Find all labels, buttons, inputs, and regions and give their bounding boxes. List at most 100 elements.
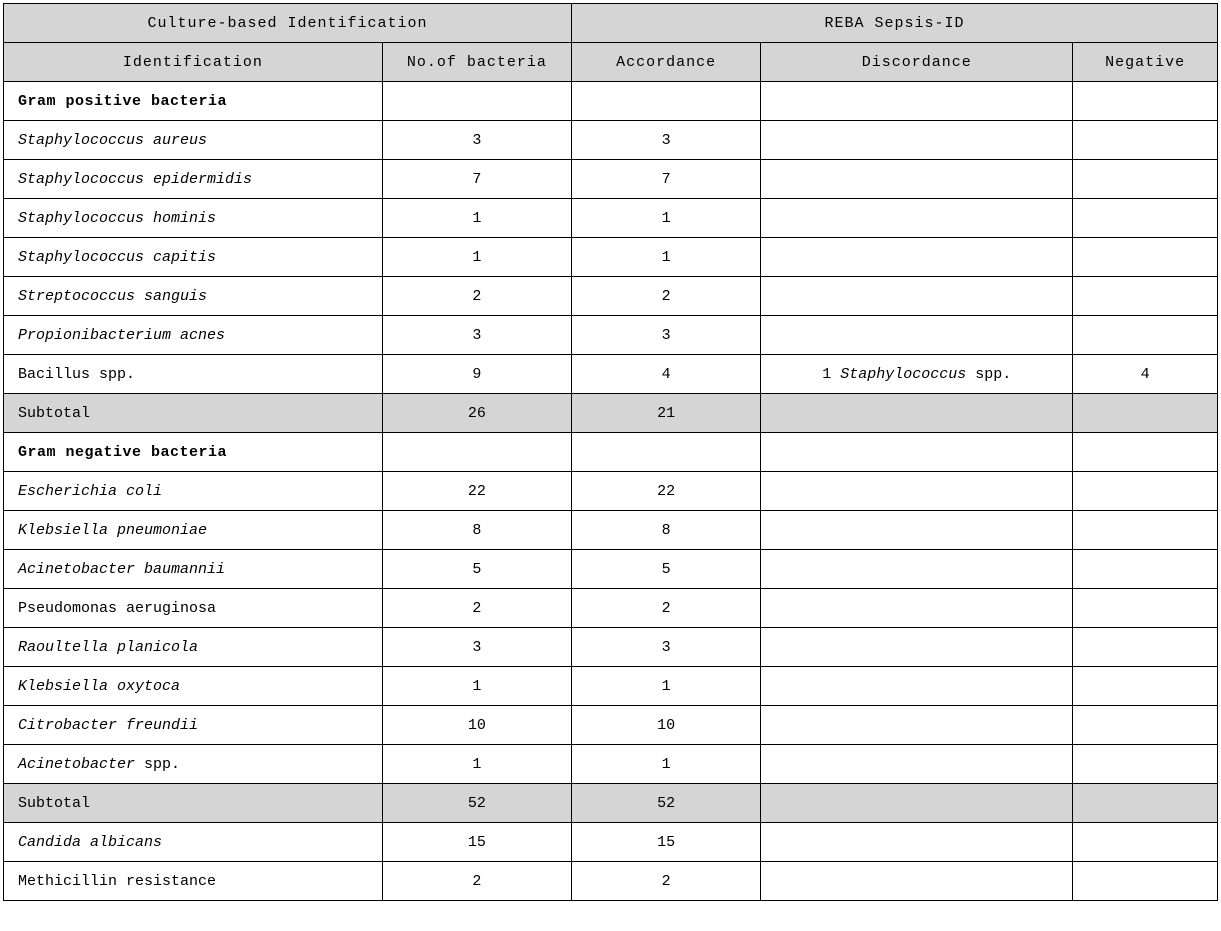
table-row: Propionibacterium acnes33: [4, 316, 1218, 355]
cell-neg: [1073, 823, 1218, 862]
cell-num: 9: [382, 355, 571, 394]
identification-cell: Acinetobacter baumannii: [4, 550, 383, 589]
subtotal-disc: [761, 784, 1073, 823]
subtotal-disc: [761, 394, 1073, 433]
header-culture-group: Culture-based Identification: [4, 4, 572, 43]
identification-cell: Staphylococcus hominis: [4, 199, 383, 238]
table-row: Bacillus spp.941 Staphylococcus spp.4: [4, 355, 1218, 394]
cell-neg: [1073, 550, 1218, 589]
table-row: Acinetobacter spp.11: [4, 745, 1218, 784]
identification-cell: Acinetobacter spp.: [4, 745, 383, 784]
cell-disc: [761, 199, 1073, 238]
cell-disc: [761, 511, 1073, 550]
subtotal-acc: 52: [572, 784, 761, 823]
cell-disc: [761, 589, 1073, 628]
cell-neg: [1073, 862, 1218, 901]
cell-acc: 8: [572, 511, 761, 550]
cell-acc: 1: [572, 745, 761, 784]
header-discordance: Discordance: [761, 43, 1073, 82]
table-row: Gram positive bacteria: [4, 82, 1218, 121]
cell-neg: [1073, 589, 1218, 628]
cell-num: 2: [382, 862, 571, 901]
identification-cell: Propionibacterium acnes: [4, 316, 383, 355]
cell-disc: [761, 745, 1073, 784]
identification-cell: Staphylococcus epidermidis: [4, 160, 383, 199]
cell-acc: 15: [572, 823, 761, 862]
table-row: Streptococcus sanguis22: [4, 277, 1218, 316]
cell-num: 7: [382, 160, 571, 199]
empty-cell: [382, 433, 571, 472]
cell-num: 1: [382, 199, 571, 238]
cell-acc: 1: [572, 667, 761, 706]
header-identification: Identification: [4, 43, 383, 82]
identification-cell: Escherichia coli: [4, 472, 383, 511]
cell-neg: [1073, 277, 1218, 316]
empty-cell: [761, 433, 1073, 472]
identification-cell: Raoultella planicola: [4, 628, 383, 667]
subtotal-acc: 21: [572, 394, 761, 433]
cell-neg: [1073, 628, 1218, 667]
cell-disc: [761, 277, 1073, 316]
cell-acc: 3: [572, 628, 761, 667]
subtotal-neg: [1073, 784, 1218, 823]
subtotal-neg: [1073, 394, 1218, 433]
cell-neg: 4: [1073, 355, 1218, 394]
identification-cell: Methicillin resistance: [4, 862, 383, 901]
cell-disc: [761, 862, 1073, 901]
cell-neg: [1073, 706, 1218, 745]
table-row: Escherichia coli2222: [4, 472, 1218, 511]
table-row: Pseudomonas aeruginosa22: [4, 589, 1218, 628]
table-row: Klebsiella pneumoniae88: [4, 511, 1218, 550]
cell-acc: 22: [572, 472, 761, 511]
table-row: Staphylococcus epidermidis77: [4, 160, 1218, 199]
empty-cell: [572, 433, 761, 472]
cell-num: 3: [382, 628, 571, 667]
table-row: Acinetobacter baumannii55: [4, 550, 1218, 589]
header-no-bacteria: No.of bacteria: [382, 43, 571, 82]
cell-disc: [761, 238, 1073, 277]
cell-disc: 1 Staphylococcus spp.: [761, 355, 1073, 394]
cell-neg: [1073, 316, 1218, 355]
table-row: Staphylococcus hominis11: [4, 199, 1218, 238]
cell-num: 3: [382, 121, 571, 160]
subtotal-num: 52: [382, 784, 571, 823]
cell-acc: 4: [572, 355, 761, 394]
identification-cell: Staphylococcus aureus: [4, 121, 383, 160]
cell-num: 5: [382, 550, 571, 589]
cell-disc: [761, 628, 1073, 667]
cell-neg: [1073, 472, 1218, 511]
section-label: Gram negative bacteria: [4, 433, 383, 472]
table-row: Gram negative bacteria: [4, 433, 1218, 472]
cell-disc: [761, 121, 1073, 160]
cell-acc: 2: [572, 277, 761, 316]
cell-disc: [761, 667, 1073, 706]
table-row: Staphylococcus aureus33: [4, 121, 1218, 160]
cell-acc: 3: [572, 121, 761, 160]
cell-num: 2: [382, 277, 571, 316]
cell-disc: [761, 550, 1073, 589]
table-body: Gram positive bacteriaStaphylococcus aur…: [4, 82, 1218, 901]
identification-cell: Klebsiella pneumoniae: [4, 511, 383, 550]
cell-acc: 2: [572, 589, 761, 628]
table-row: Raoultella planicola33: [4, 628, 1218, 667]
cell-neg: [1073, 667, 1218, 706]
table-row: Candida albicans1515: [4, 823, 1218, 862]
cell-neg: [1073, 745, 1218, 784]
subtotal-label: Subtotal: [4, 394, 383, 433]
cell-acc: 1: [572, 238, 761, 277]
results-table: Culture-based Identification REBA Sepsis…: [3, 3, 1218, 901]
cell-disc: [761, 160, 1073, 199]
cell-neg: [1073, 238, 1218, 277]
table-header: Culture-based Identification REBA Sepsis…: [4, 4, 1218, 82]
cell-num: 2: [382, 589, 571, 628]
cell-num: 15: [382, 823, 571, 862]
cell-num: 1: [382, 238, 571, 277]
cell-disc: [761, 316, 1073, 355]
identification-cell: Klebsiella oxytoca: [4, 667, 383, 706]
cell-disc: [761, 706, 1073, 745]
empty-cell: [761, 82, 1073, 121]
header-reba-group: REBA Sepsis-ID: [572, 4, 1218, 43]
table-row: Subtotal2621: [4, 394, 1218, 433]
table-row: Subtotal5252: [4, 784, 1218, 823]
table-row: Methicillin resistance22: [4, 862, 1218, 901]
